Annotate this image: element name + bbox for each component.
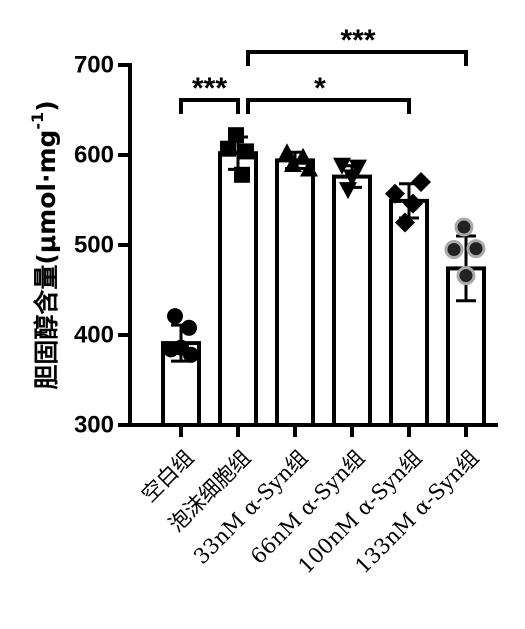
point — [234, 166, 250, 183]
point — [333, 157, 351, 175]
bar — [389, 198, 429, 427]
point — [300, 159, 318, 177]
point — [284, 155, 302, 172]
point — [411, 172, 431, 192]
point — [278, 143, 296, 161]
point — [444, 240, 464, 259]
point — [466, 239, 486, 259]
point — [220, 140, 236, 157]
point — [456, 266, 476, 286]
significance-label: *** — [340, 24, 375, 57]
y-axis-label: 胆固醇含量(μmol·mg-1) — [28, 100, 62, 389]
bar — [218, 151, 258, 427]
point — [294, 147, 312, 165]
y-label-sup: -1 — [28, 112, 47, 130]
y-tick-label: 300 — [74, 411, 114, 438]
point — [385, 183, 405, 204]
y-tick-label: 500 — [74, 231, 114, 258]
point — [238, 143, 254, 160]
y-label-main: 胆固醇含量(μmol·mg — [32, 130, 61, 390]
point — [395, 212, 415, 233]
point — [181, 319, 197, 336]
point — [403, 193, 423, 214]
point — [228, 127, 244, 144]
significance-bracket — [179, 98, 240, 114]
y-label-end: ) — [32, 100, 61, 111]
significance-bracket — [246, 98, 411, 114]
significance-label: * — [314, 72, 326, 105]
point — [173, 339, 189, 356]
y-tick-label: 600 — [74, 141, 114, 168]
bar — [275, 158, 315, 427]
axes — [128, 63, 498, 427]
bar — [332, 174, 372, 427]
y-tick-label: 400 — [74, 321, 114, 348]
point — [339, 182, 357, 200]
significance-bracket — [246, 50, 468, 66]
point — [349, 159, 367, 177]
point — [343, 169, 361, 187]
y-tick-label: 700 — [74, 51, 114, 78]
significance-label: *** — [192, 72, 227, 105]
point — [167, 308, 183, 325]
point — [454, 217, 474, 237]
